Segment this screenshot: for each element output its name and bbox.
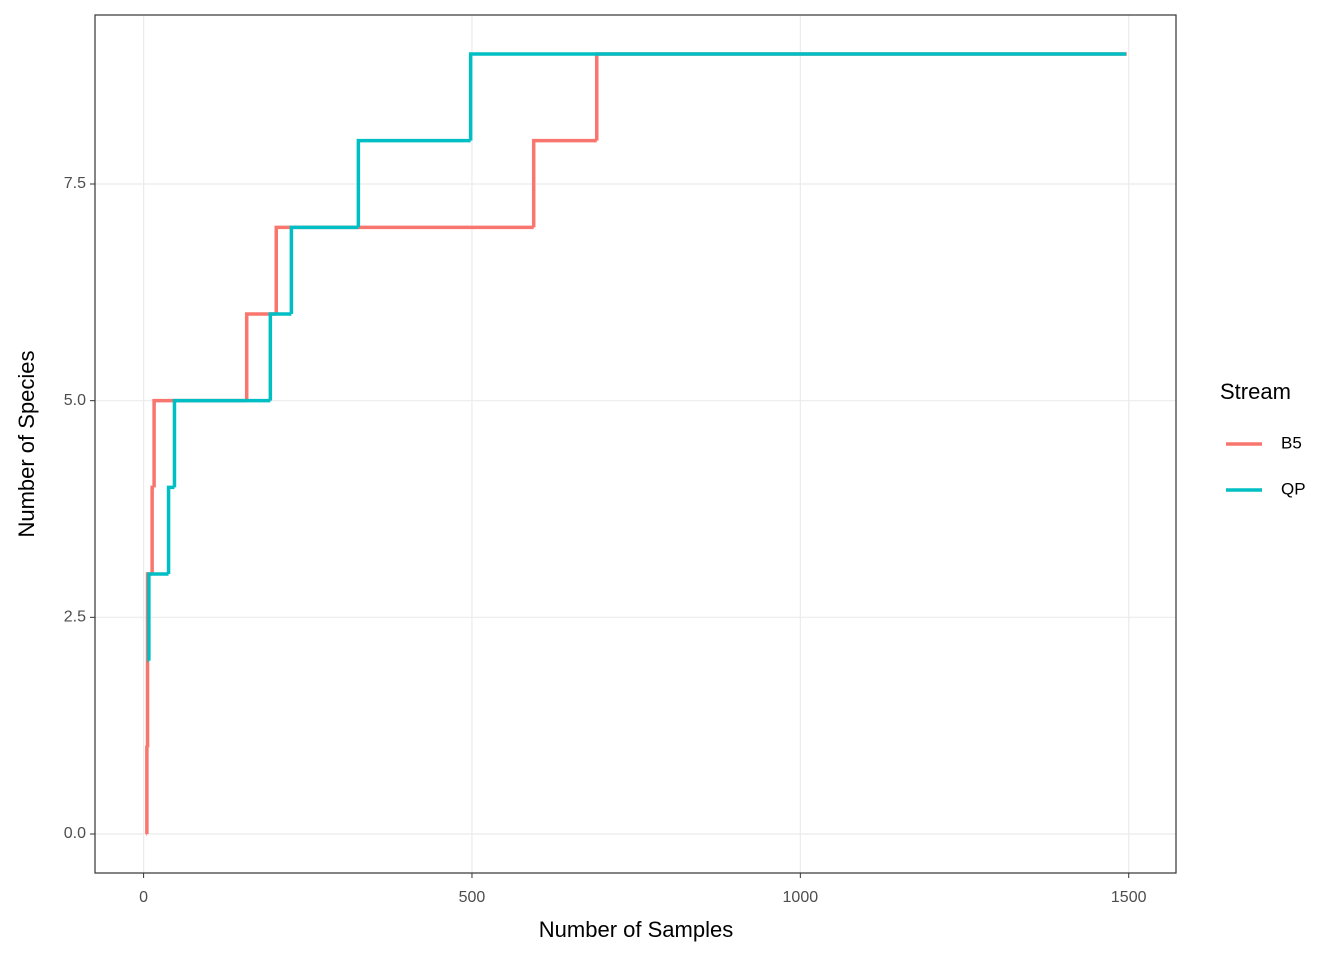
- x-tick-label: 500: [459, 889, 486, 906]
- x-tick-label: 1500: [1111, 889, 1147, 906]
- legend-label: B5: [1281, 433, 1302, 452]
- x-tick-label: 0: [139, 889, 148, 906]
- x-tick-label: 1000: [783, 889, 819, 906]
- x-axis-title: Number of Samples: [539, 917, 733, 942]
- legend-label: QP: [1281, 479, 1306, 498]
- panel-border: [94, 14, 1177, 874]
- step-segment: [274, 225, 534, 314]
- step-segment: [150, 485, 155, 574]
- step-segment: [356, 138, 471, 228]
- y-tick-label: 5.0: [64, 392, 86, 409]
- y-tick-label: 2.5: [64, 609, 86, 626]
- step-segment: [172, 398, 271, 488]
- step-segment: [166, 485, 175, 574]
- y-axis-title: Number of Species: [14, 350, 39, 537]
- step-segment: [147, 572, 169, 661]
- step-segment: [595, 52, 1127, 141]
- step-segment: [268, 312, 292, 401]
- y-tick-label: 0.0: [64, 825, 86, 842]
- legend-title: Stream: [1220, 379, 1291, 404]
- step-segment: [145, 745, 149, 834]
- step-segment: [244, 312, 277, 401]
- y-tick-label: 7.5: [64, 175, 86, 192]
- step-segment: [289, 225, 359, 314]
- step-segment: [152, 398, 247, 488]
- step-segment: [531, 138, 597, 228]
- step-segment: [468, 52, 1127, 141]
